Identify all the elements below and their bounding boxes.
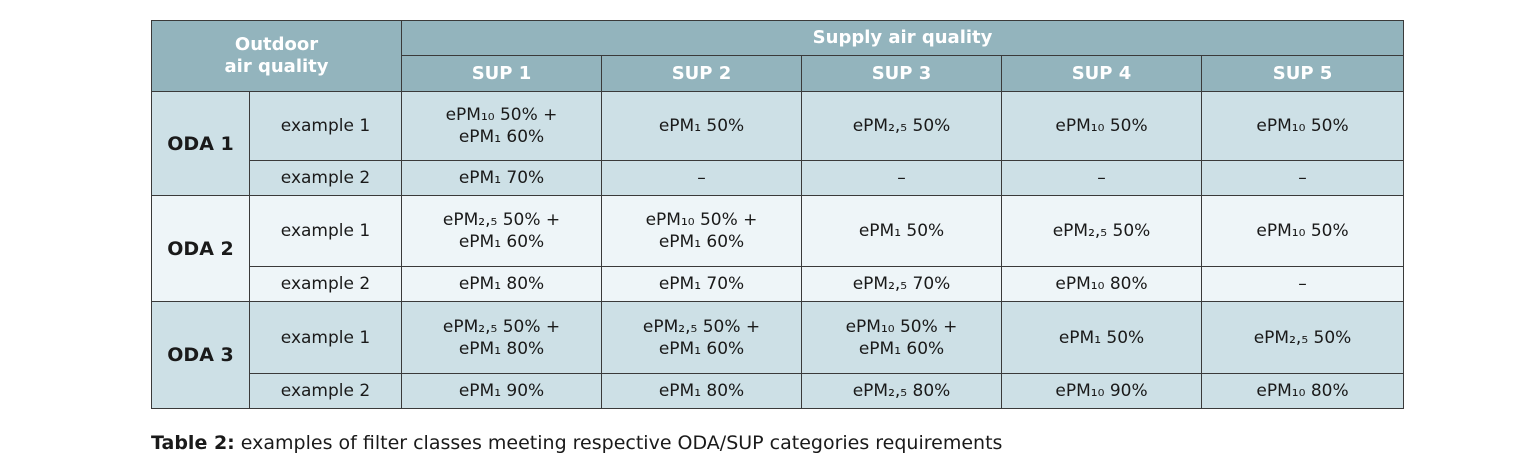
filter-class-line: ePM₁₀ 80%	[1055, 274, 1148, 294]
filter-class-cell: ePM₁₀ 50% + ePM₁ 60%	[801, 301, 1003, 374]
filter-class-line: ePM₁₀ 50% +	[845, 316, 958, 337]
table-row: ODA 1 example 1 ePM₁₀ 50% + ePM₁ 60% ePM₁ 50…	[151, 91, 1405, 196]
filter-class-cell: ePM₁₀ 50%	[1001, 91, 1203, 161]
example-label: example 2	[248, 160, 403, 196]
filter-class-cell: –	[1201, 266, 1405, 302]
oda-category-label: ODA 2	[151, 195, 250, 302]
filter-class-cell: ePM₁ 90%	[401, 373, 603, 409]
table-body: ODA 1 example 1 ePM₁₀ 50% + ePM₁ 60% ePM₁ 50…	[151, 91, 1405, 409]
table-caption: Table 2: examples of filter classes meet…	[151, 431, 1002, 455]
outdoor-label-line-2: air quality	[224, 56, 329, 77]
filter-class-line: ePM₁₀ 50%	[1055, 116, 1148, 136]
filter-class-line: ePM₁ 80%	[658, 381, 745, 401]
filter-class-cell: –	[1201, 160, 1405, 196]
filter-class-line: ePM₁ 80%	[458, 338, 545, 359]
filter-class-line: –	[1298, 168, 1307, 188]
filter-class-line: ePM₂,₅ 50% +	[442, 316, 561, 337]
example-label: example 1	[248, 301, 403, 374]
filter-class-line: ePM₁₀ 50%	[1256, 221, 1349, 241]
filter-class-cell: ePM₂,₅ 50%	[801, 91, 1003, 161]
filter-class-line: ePM₁ 70%	[658, 274, 745, 294]
example-label: example 1	[248, 91, 403, 161]
filter-class-line: ePM₁ 60%	[858, 338, 945, 359]
header-row-2: SUP 1 SUP 2 SUP 3 SUP 4 SUP 5	[152, 55, 1405, 92]
filter-class-cell: ePM₁ 80%	[601, 373, 803, 409]
table-row: example 2 ePM₁ 80% ePM₁ 70% ePM₂,₅ 70% ePM₁₀…	[152, 266, 1405, 302]
filter-class-line: ePM₁ 60%	[458, 232, 545, 252]
filter-class-line: ePM₂,₅ 70%	[852, 274, 951, 294]
filter-class-cell: ePM₁ 50%	[601, 91, 803, 161]
supply-air-quality-header: Supply air quality	[401, 20, 1405, 56]
filter-class-line: ePM₁ 50%	[658, 116, 745, 136]
filter-class-cell: ePM₁ 70%	[401, 160, 603, 196]
filter-class-cell: –	[801, 160, 1003, 196]
filter-class-cell: ePM₂,₅ 50% + ePM₁ 80%	[401, 301, 603, 374]
filter-class-cell: ePM₁₀ 50%	[1201, 195, 1405, 267]
filter-class-cell: ePM₁₀ 50% + ePM₁ 60%	[401, 91, 603, 161]
filter-class-line: ePM₁₀ 50%	[1256, 116, 1349, 136]
filter-class-cell: –	[1001, 160, 1203, 196]
filter-class-line: ePM₂,₅ 50%	[1052, 221, 1151, 241]
filter-class-cell: ePM₁₀ 90%	[1001, 373, 1203, 409]
filter-class-line: ePM₁ 80%	[458, 274, 545, 294]
table-row: example 2 ePM₁ 90% ePM₁ 80% ePM₂,₅ 80% ePM₁₀…	[152, 373, 1405, 409]
outdoor-label-line-1: Outdoor	[234, 34, 319, 55]
filter-class-line: ePM₁ 60%	[658, 232, 745, 252]
filter-class-cell: –	[601, 160, 803, 196]
header-row-1: Outdoor air quality Supply air quality	[150, 20, 1405, 92]
table-row: ODA 2 example 1 ePM₂,₅ 50% + ePM₁ 60% ePM₁₀ …	[151, 195, 1405, 302]
filter-class-line: ePM₁ 60%	[458, 127, 545, 147]
outdoor-air-quality-header: Outdoor air quality	[150, 20, 403, 92]
filter-class-line: –	[1097, 168, 1106, 188]
filter-class-line: –	[697, 168, 706, 188]
table-row: ODA 3 example 1 ePM₂,₅ 50% + ePM₁ 80% ePM₂,₅…	[151, 301, 1405, 409]
filter-class-line: ePM₁ 50%	[1058, 327, 1145, 348]
filter-class-line: –	[1298, 274, 1307, 294]
filter-class-cell: ePM₁₀ 80%	[1201, 373, 1405, 409]
example-label: example 2	[248, 266, 403, 302]
filter-class-cell: ePM₁₀ 50% + ePM₁ 60%	[601, 195, 803, 267]
filter-class-cell: ePM₂,₅ 50%	[1201, 301, 1405, 374]
oda-category-label: ODA 3	[151, 301, 250, 409]
caption-label: Table 2:	[151, 432, 235, 454]
filter-class-line: ePM₂,₅ 50% +	[442, 210, 561, 230]
filter-class-line: ePM₂,₅ 50%	[1253, 327, 1352, 348]
filter-class-line: ePM₂,₅ 80%	[852, 381, 951, 401]
filter-class-line: ePM₁₀ 50% +	[445, 105, 558, 125]
filter-class-cell: ePM₁ 80%	[401, 266, 603, 302]
example-label: example 1	[248, 195, 403, 267]
sup-3-header: SUP 3	[801, 55, 1003, 92]
sup-4-header: SUP 4	[1001, 55, 1203, 92]
filter-class-cell: ePM₂,₅ 70%	[801, 266, 1003, 302]
filter-class-line: ePM₁₀ 90%	[1055, 381, 1148, 401]
caption-text: examples of filter classes meeting respe…	[234, 432, 1003, 454]
filter-class-line: ePM₁₀ 50% +	[645, 210, 758, 230]
filter-class-cell: ePM₁₀ 50%	[1201, 91, 1405, 161]
filter-classes-table: Outdoor air quality Supply air quality S…	[150, 20, 1405, 409]
filter-class-line: ePM₁ 90%	[458, 381, 545, 401]
oda-category-label: ODA 1	[151, 91, 250, 196]
filter-class-cell: ePM₁₀ 80%	[1001, 266, 1203, 302]
sup-5-header: SUP 5	[1201, 55, 1405, 92]
sup-1-header: SUP 1	[401, 55, 603, 92]
sup-2-header: SUP 2	[601, 55, 803, 92]
filter-class-line: ePM₂,₅ 50% +	[642, 316, 761, 337]
filter-class-cell: ePM₂,₅ 50%	[1001, 195, 1203, 267]
filter-class-line: ePM₁ 60%	[658, 338, 745, 359]
filter-class-cell: ePM₁ 50%	[801, 195, 1003, 267]
filter-class-cell: ePM₁ 50%	[1001, 301, 1203, 374]
filter-class-cell: ePM₂,₅ 80%	[801, 373, 1003, 409]
example-label: example 2	[248, 373, 403, 409]
filter-class-line: ePM₁ 70%	[458, 168, 545, 188]
table-row: example 2 ePM₁ 70% – – – –	[152, 160, 1405, 196]
filter-class-line: ePM₁₀ 80%	[1256, 381, 1349, 401]
filter-class-cell: ePM₁ 70%	[601, 266, 803, 302]
filter-class-line: ePM₂,₅ 50%	[852, 116, 951, 136]
filter-class-cell: ePM₂,₅ 50% + ePM₁ 60%	[401, 195, 603, 267]
filter-class-cell: ePM₂,₅ 50% + ePM₁ 60%	[601, 301, 803, 374]
filter-class-line: –	[897, 168, 906, 188]
filter-class-line: ePM₁ 50%	[858, 221, 945, 241]
